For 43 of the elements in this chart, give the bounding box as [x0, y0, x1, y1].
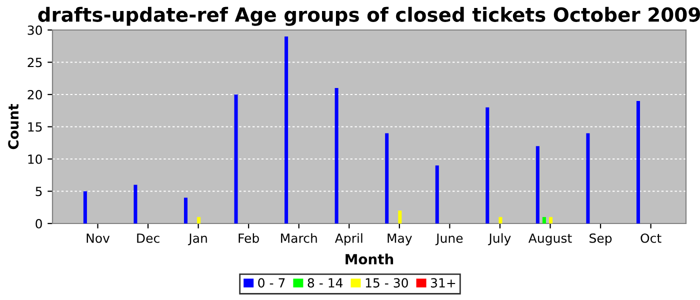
x-tick-label: May — [388, 234, 412, 246]
bar — [83, 191, 87, 224]
bar — [398, 210, 402, 224]
x-axis-title: Month — [346, 254, 394, 264]
x-tick-label: Feb — [238, 233, 259, 243]
legend-label: 31+ — [430, 278, 456, 288]
x-tick-label: June — [435, 234, 463, 246]
bar — [134, 184, 138, 224]
y-tick-label: 15 — [28, 122, 42, 132]
bar — [636, 100, 640, 224]
legend-label: 8 - 14 — [308, 278, 343, 288]
bar — [536, 146, 540, 224]
x-tick-label: August — [528, 234, 572, 246]
y-tick-label: 20 — [28, 90, 42, 100]
y-tick-label: 10 — [28, 154, 42, 164]
x-tick-label: July — [488, 233, 511, 246]
legend-label: 15 - 30 — [366, 278, 408, 288]
x-tick-label: Dec — [137, 234, 160, 243]
bar — [197, 217, 201, 224]
y-tick-label: 0 — [36, 218, 42, 228]
bar — [435, 165, 439, 224]
bar — [498, 217, 502, 224]
x-tick-label: Oct — [640, 233, 662, 243]
bar — [334, 88, 338, 224]
bar — [234, 94, 238, 224]
x-tick-label: Nov — [86, 234, 110, 243]
y-tick-label: 25 — [28, 58, 42, 68]
bar — [486, 107, 490, 224]
bar — [385, 133, 389, 224]
bar — [542, 217, 546, 224]
x-tick-label: March — [281, 233, 317, 243]
y-tick-label: 30 — [28, 25, 42, 35]
bar — [284, 36, 288, 224]
y-tick-label: 5 — [36, 186, 42, 196]
legend-label: 0 - 7 — [258, 278, 285, 288]
bar — [184, 198, 188, 224]
x-tick-label: Sep — [590, 233, 612, 246]
bar — [548, 217, 553, 224]
x-tick-label: April — [334, 233, 362, 246]
y-axis-title: Count — [8, 104, 19, 150]
chart-title: drafts-update-ref Age groups of closed tickets October 2009 — [38, 6, 700, 26]
x-tick-label: Jan — [188, 234, 207, 246]
bar — [586, 133, 590, 224]
